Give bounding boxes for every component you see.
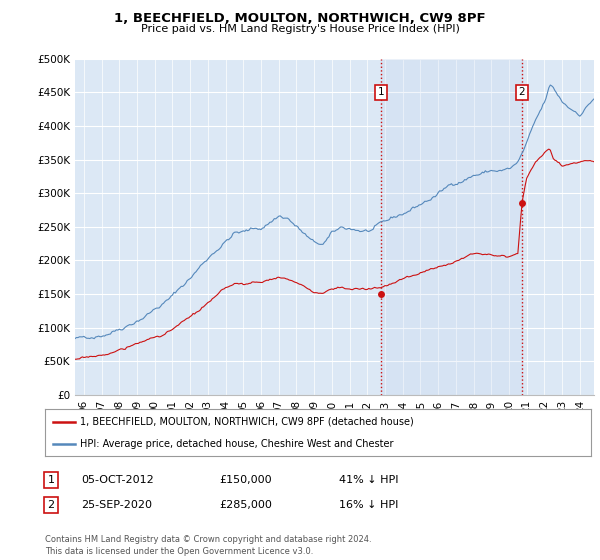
Text: 2: 2 <box>47 500 55 510</box>
Text: 2: 2 <box>518 87 525 97</box>
Text: £150,000: £150,000 <box>219 475 272 485</box>
Text: HPI: Average price, detached house, Cheshire West and Chester: HPI: Average price, detached house, Ches… <box>80 438 394 449</box>
Text: 41% ↓ HPI: 41% ↓ HPI <box>339 475 398 485</box>
Bar <box>381 59 522 395</box>
Text: 1: 1 <box>377 87 384 97</box>
Text: 1, BEECHFIELD, MOULTON, NORTHWICH, CW9 8PF (detached house): 1, BEECHFIELD, MOULTON, NORTHWICH, CW9 8… <box>80 417 414 427</box>
Text: 05-OCT-2012: 05-OCT-2012 <box>81 475 154 485</box>
Text: 16% ↓ HPI: 16% ↓ HPI <box>339 500 398 510</box>
Text: 1, BEECHFIELD, MOULTON, NORTHWICH, CW9 8PF: 1, BEECHFIELD, MOULTON, NORTHWICH, CW9 8… <box>114 12 486 25</box>
Text: Contains HM Land Registry data © Crown copyright and database right 2024.
This d: Contains HM Land Registry data © Crown c… <box>45 535 371 556</box>
Text: 1: 1 <box>47 475 55 485</box>
Text: 25-SEP-2020: 25-SEP-2020 <box>81 500 152 510</box>
Text: Price paid vs. HM Land Registry's House Price Index (HPI): Price paid vs. HM Land Registry's House … <box>140 24 460 34</box>
Text: £285,000: £285,000 <box>219 500 272 510</box>
